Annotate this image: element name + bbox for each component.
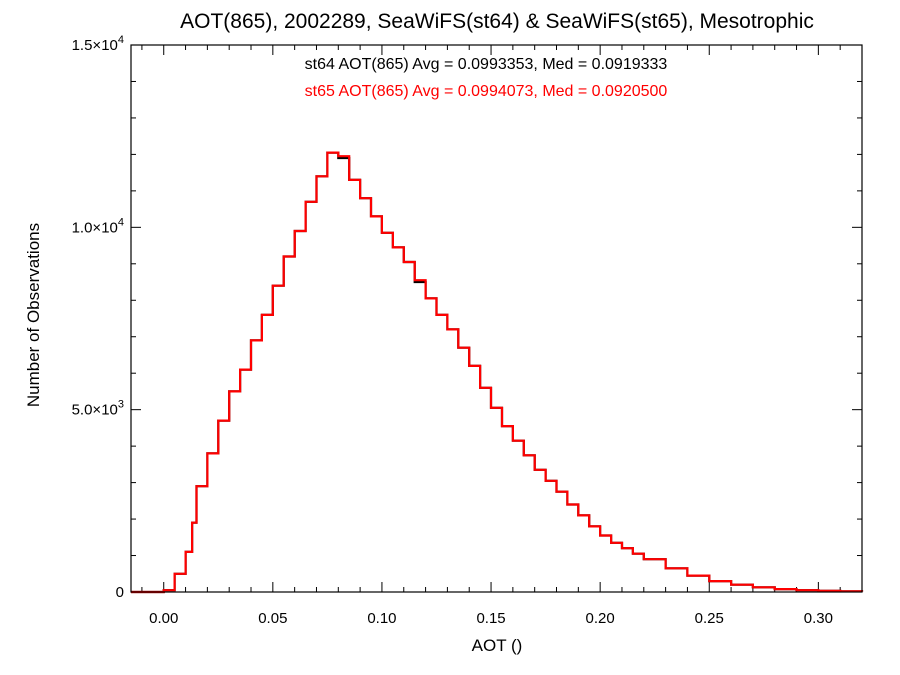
series-layer	[131, 151, 864, 594]
y-tick-label: 0	[116, 584, 124, 601]
annotation-st65: st65 AOT(865) Avg = 0.0994073, Med = 0.0…	[305, 83, 668, 100]
x-tick-label: 0.10	[367, 610, 396, 627]
y-tick-label: 1.0×104	[72, 216, 124, 236]
series-line-1	[131, 151, 864, 594]
x-axis-tick-labels: 0.00 0.05 0.10 0.15 0.20 0.25 0.30	[149, 610, 833, 627]
annotation-st64: st64 AOT(865) Avg = 0.0993353, Med = 0.0…	[305, 56, 668, 73]
x-tick-label: 0.20	[586, 610, 615, 627]
chart-title: AOT(865), 2002289, SeaWiFS(st64) & SeaWi…	[180, 10, 814, 33]
x-tick-label: 0.25	[695, 610, 724, 627]
x-tick-label: 0.15	[476, 610, 505, 627]
y-tick-label: 5.0×103	[72, 399, 124, 419]
y-axis-label: Number of Observations	[24, 223, 43, 407]
plot-frame	[130, 44, 863, 593]
y-tick-label: 1.5×104	[72, 34, 124, 54]
y-axis-tick-labels: 0 5.0×103 1.0×104 1.5×104	[72, 34, 124, 601]
x-tick-label: 0.05	[258, 610, 287, 627]
x-tick-label: 0.30	[804, 610, 833, 627]
axis-ticks	[131, 44, 863, 593]
x-axis-label: AOT ()	[472, 636, 523, 655]
x-tick-label: 0.00	[149, 610, 178, 627]
